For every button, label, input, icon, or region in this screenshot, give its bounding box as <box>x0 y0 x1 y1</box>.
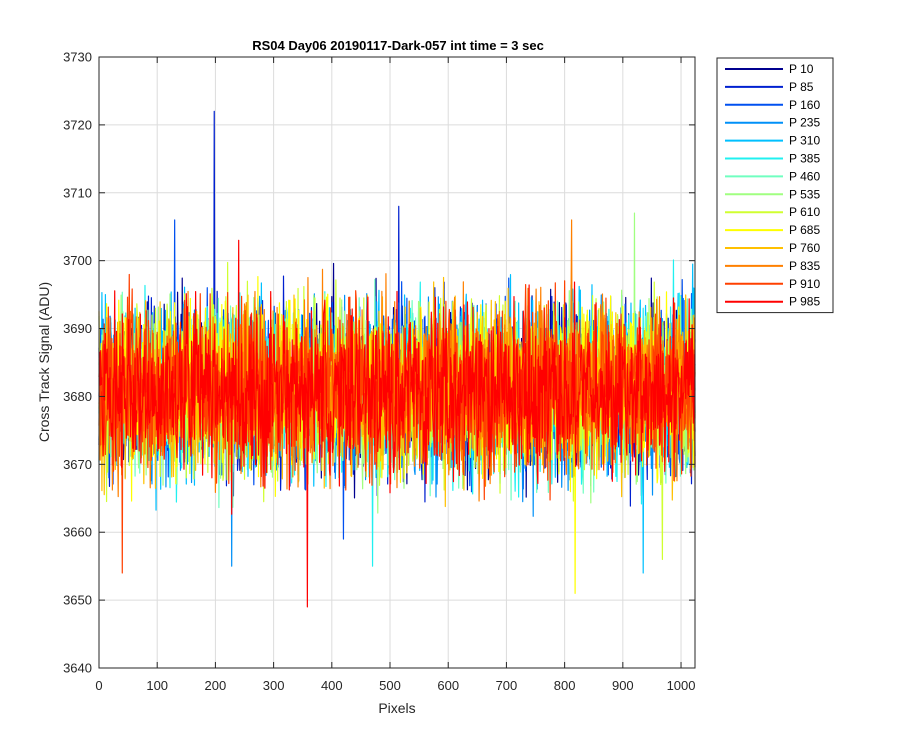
legend-box <box>716 57 834 314</box>
x-tick-label: 400 <box>321 678 343 693</box>
legend-label-p835: P 835 <box>789 259 820 273</box>
x-tick-label: 0 <box>95 678 102 693</box>
legend-label-p85: P 85 <box>789 80 814 94</box>
legend-label-p535: P 535 <box>789 187 820 201</box>
legend: P 10 P 85 P 160 P 235 P 310 P 385 P 460 P 535 P … <box>716 57 834 314</box>
y-tick-label: 3640 <box>63 661 92 676</box>
y-tick-label: 3680 <box>63 389 92 404</box>
y-axis-label: Cross Track Signal (ADU) <box>36 282 52 442</box>
x-tick-label: 300 <box>263 678 285 693</box>
x-tick-label: 900 <box>612 678 634 693</box>
x-tick-label: 100 <box>146 678 168 693</box>
x-axis-label: Pixels <box>378 700 415 716</box>
axes <box>98 56 696 669</box>
legend-label-p460: P 460 <box>789 169 820 183</box>
legend-label-p385: P 385 <box>789 152 820 166</box>
legend-label-p760: P 760 <box>789 241 820 255</box>
x-tick-label: 500 <box>379 678 401 693</box>
legend-label-p985: P 985 <box>789 295 820 309</box>
legend-label-p910: P 910 <box>789 277 820 291</box>
y-tick-label: 3710 <box>63 185 92 200</box>
series-line-p985 <box>98 239 696 608</box>
y-tick-label: 3690 <box>63 321 92 336</box>
legend-label-p310: P 310 <box>789 134 820 148</box>
axes-box <box>98 56 696 669</box>
legend-label-p685: P 685 <box>789 223 820 237</box>
x-tick-label: 800 <box>554 678 576 693</box>
y-tick-label: 3700 <box>63 253 92 268</box>
y-tick-label: 3720 <box>63 117 92 132</box>
y-tick-label: 3670 <box>63 457 92 472</box>
x-tick-label: 700 <box>496 678 518 693</box>
legend-label-p10: P 10 <box>789 62 814 76</box>
legend-label-p160: P 160 <box>789 98 820 112</box>
y-tick-label: 3660 <box>63 525 92 540</box>
legend-label-p235: P 235 <box>789 116 820 130</box>
legend-label-p610: P 610 <box>789 205 820 219</box>
x-tick-label: 1000 <box>667 678 696 693</box>
y-tick-label: 3730 <box>63 50 92 65</box>
y-tick-label: 3650 <box>63 593 92 608</box>
chart-title: RS04 Day06 20190117-Dark-057 int time = … <box>252 38 544 53</box>
tick-labels: 0 100 200 300 400 500 600 700 800 900 1000 3640 3650… <box>63 50 695 694</box>
x-tick-label: 600 <box>437 678 459 693</box>
series-lines <box>98 110 696 608</box>
x-tick-label: 200 <box>205 678 227 693</box>
